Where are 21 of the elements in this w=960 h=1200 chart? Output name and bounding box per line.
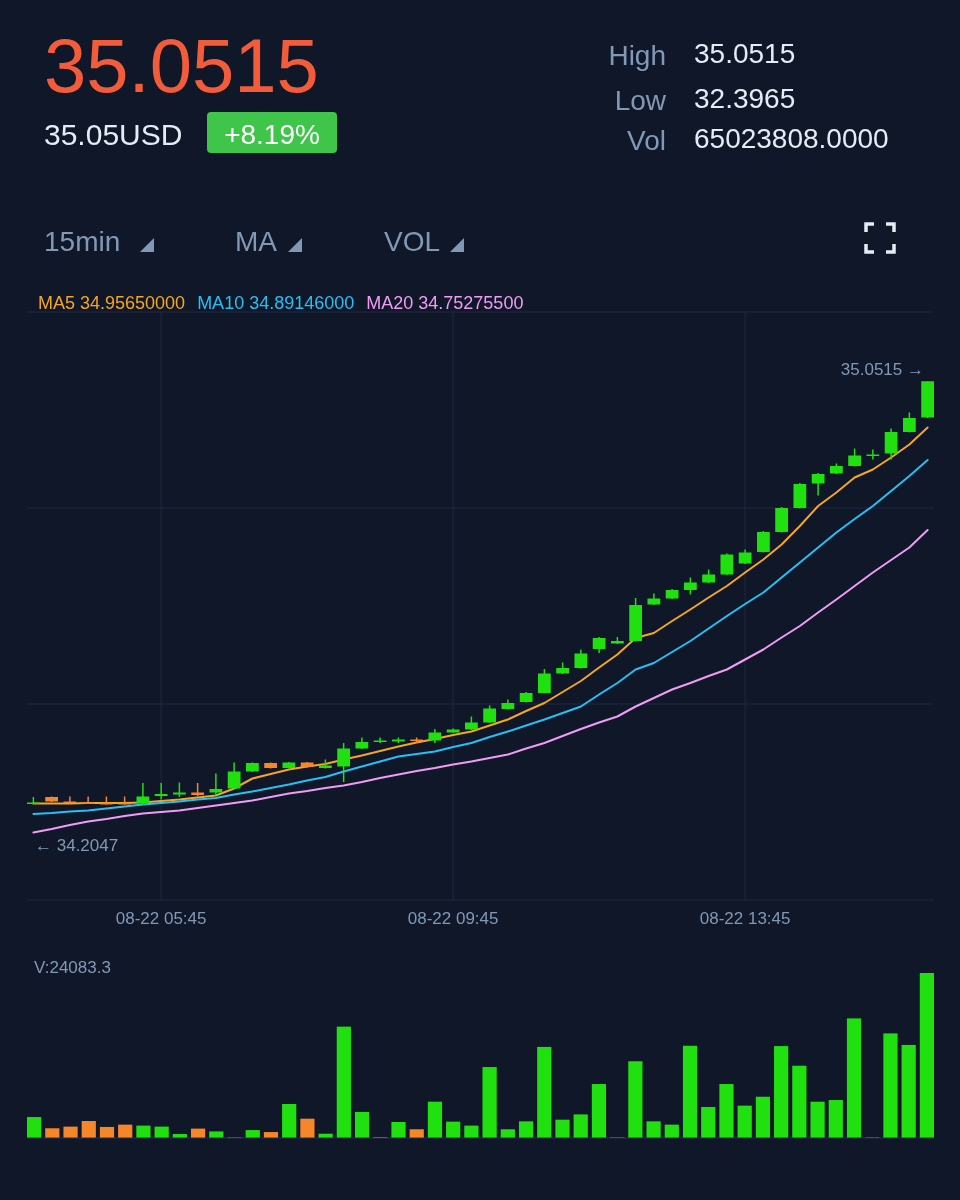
text: 15min — [44, 226, 121, 257]
text: MA5 34.95650000 — [38, 293, 186, 313]
text: MA10 34.89146000 — [197, 293, 355, 313]
text: 32.3965 — [694, 83, 796, 114]
text: MA — [235, 226, 278, 257]
text: High — [608, 40, 666, 71]
x-tick-label: 08-22 05:45 — [115, 909, 207, 928]
text: VOL — [384, 226, 441, 257]
x-tick-label: 08-22 13:45 — [699, 909, 791, 928]
text: 35.0515 — [44, 23, 319, 108]
text: Low — [614, 85, 667, 116]
text: 65023808.0000 — [694, 123, 889, 154]
text: 35.05USD — [44, 118, 183, 151]
x-tick-label: 08-22 09:45 — [407, 909, 499, 928]
text: +8.19% — [224, 119, 320, 150]
annotation: ← 34.2047 — [35, 835, 119, 855]
text: 35.0515 — [694, 38, 796, 69]
text: MA20 34.75275500 — [366, 293, 524, 313]
text: Vol — [627, 125, 666, 156]
annotation: V:24083.3 — [34, 958, 111, 977]
annotation: 35.0515 → — [840, 360, 924, 380]
